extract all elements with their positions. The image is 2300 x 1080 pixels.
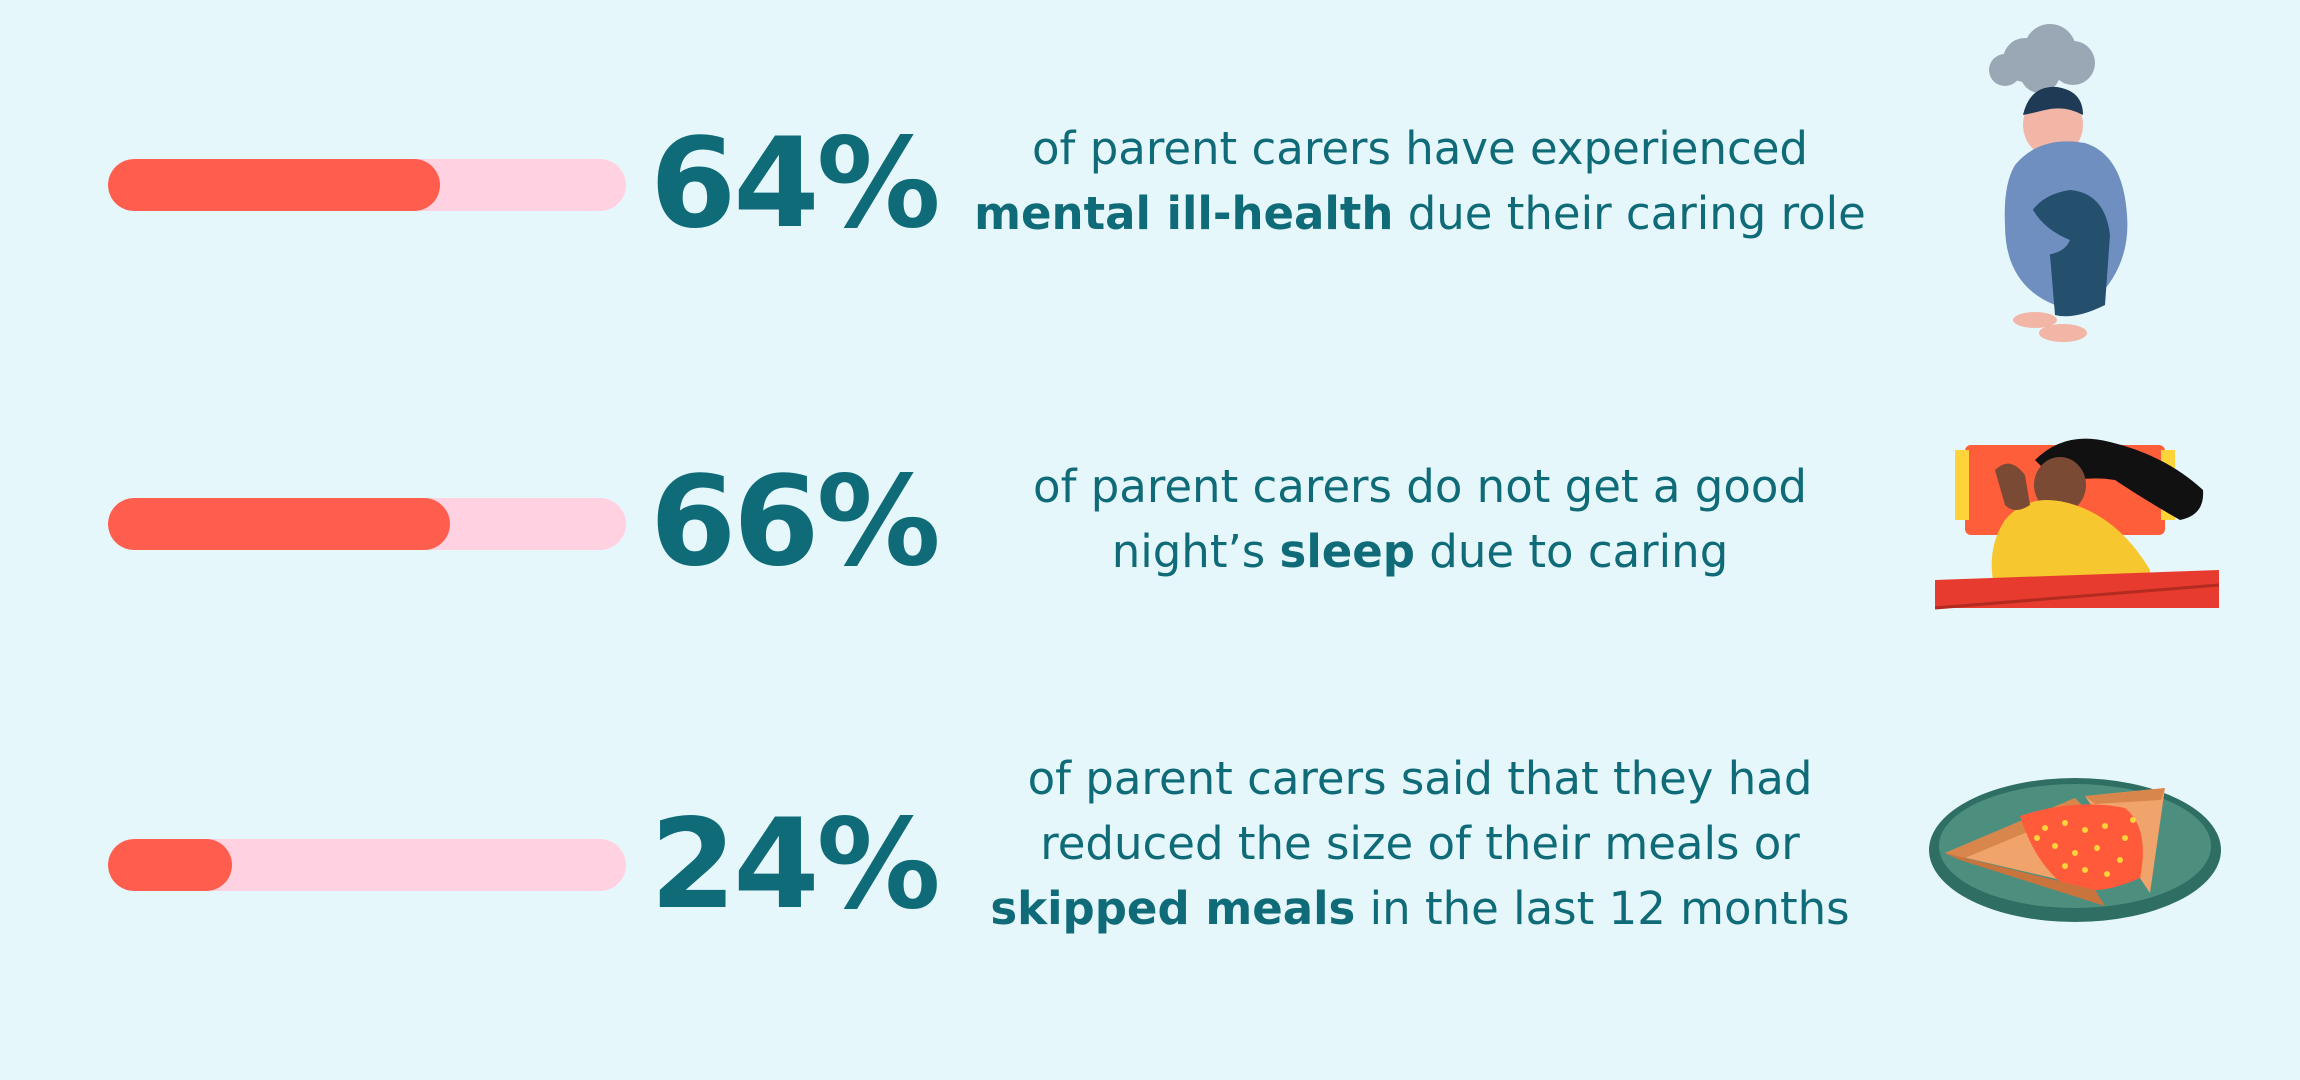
description-text: due their caring role xyxy=(1393,187,1866,240)
percentage-value: 66% xyxy=(650,450,941,594)
progress-bar-fill xyxy=(108,159,440,211)
highlight-text: skipped meals xyxy=(990,882,1356,935)
description-line: of parent carers said that they had xyxy=(1027,752,1813,805)
progress-bar-fill xyxy=(108,839,233,891)
stat-description: of parent carers said that they had redu… xyxy=(940,746,1900,941)
highlight-text: sleep xyxy=(1279,525,1415,578)
description-line: mental ill-health due their caring role xyxy=(940,181,1900,246)
description-text: in the last 12 months xyxy=(1355,882,1850,935)
progress-bar-track xyxy=(108,498,626,550)
description-line: reduced the size of their meals or xyxy=(1040,817,1800,870)
description-text: night’s xyxy=(1111,525,1280,578)
percentage-value: 64% xyxy=(650,112,941,256)
sleeping-person-icon xyxy=(1935,438,2220,610)
progress-bar-track xyxy=(108,839,626,891)
sad-person-icon xyxy=(1989,24,2128,342)
description-line: skipped meals in the last 12 months xyxy=(940,876,1900,941)
stat-description: of parent carers do not get a good night… xyxy=(940,454,1900,584)
progress-bar-fill xyxy=(108,498,450,550)
highlight-text: mental ill-health xyxy=(974,187,1394,240)
stat-row-sleep: 66% of parent carers do not get a good n… xyxy=(0,360,2300,700)
description-line: night’s sleep due to caring xyxy=(940,519,1900,584)
stat-row-meals: 24% of parent carers said that they had … xyxy=(0,700,2300,1080)
stat-row-mental-health: 64% of parent carers have experienced me… xyxy=(0,0,2300,360)
stat-description: of parent carers have experienced mental… xyxy=(940,116,1900,246)
percentage-value: 24% xyxy=(650,793,941,937)
pizza-plate-icon xyxy=(1929,778,2221,922)
description-line: of parent carers do not get a good xyxy=(1033,460,1807,513)
description-line: of parent carers have experienced xyxy=(1032,122,1808,175)
description-text: due to caring xyxy=(1415,525,1729,578)
progress-bar-track xyxy=(108,159,626,211)
